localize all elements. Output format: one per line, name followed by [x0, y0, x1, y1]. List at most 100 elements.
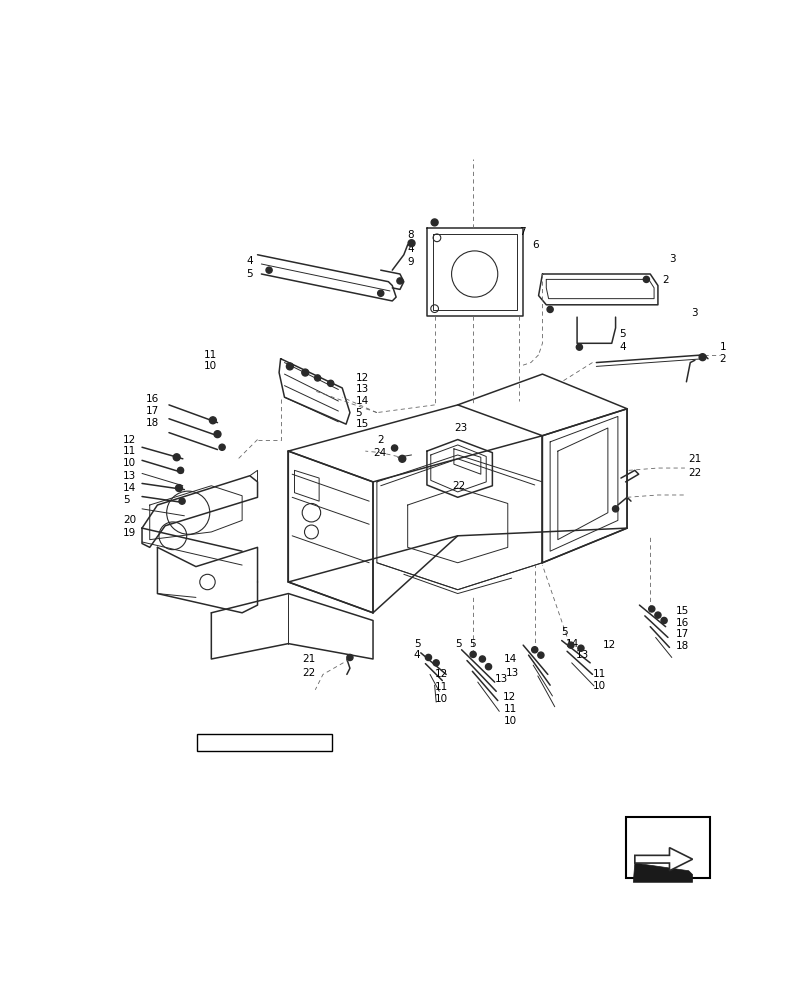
Text: 4: 4 — [619, 342, 625, 352]
Text: 15: 15 — [355, 419, 368, 429]
Circle shape — [485, 664, 491, 670]
Circle shape — [302, 369, 308, 376]
Text: 17: 17 — [675, 629, 688, 639]
Text: 20: 20 — [122, 515, 135, 525]
Text: 22: 22 — [452, 481, 465, 491]
Bar — [197, 734, 332, 751]
Circle shape — [654, 612, 660, 618]
Text: 4: 4 — [414, 650, 420, 660]
Text: 8: 8 — [407, 231, 414, 240]
Text: 12: 12 — [602, 640, 615, 650]
Text: 12: 12 — [434, 669, 448, 679]
Text: 18: 18 — [146, 418, 159, 428]
Circle shape — [214, 431, 221, 438]
Text: 13: 13 — [494, 674, 508, 684]
Circle shape — [698, 354, 706, 361]
Circle shape — [178, 467, 183, 473]
Text: 17: 17 — [146, 406, 159, 416]
Text: 18: 18 — [675, 641, 688, 651]
Text: 11: 11 — [434, 682, 448, 692]
Text: 11: 11 — [204, 350, 217, 360]
Circle shape — [577, 645, 583, 651]
Circle shape — [408, 240, 414, 247]
Circle shape — [327, 380, 333, 386]
Text: 3: 3 — [668, 254, 676, 264]
Text: 22: 22 — [688, 468, 702, 478]
Text: 19: 19 — [122, 528, 136, 538]
Circle shape — [576, 344, 581, 350]
Text: 13: 13 — [355, 384, 368, 394]
Text: 10: 10 — [204, 361, 217, 371]
Circle shape — [537, 652, 543, 658]
Text: 22: 22 — [302, 668, 315, 678]
Text: 5: 5 — [355, 408, 362, 418]
Circle shape — [478, 656, 485, 662]
Text: 23: 23 — [453, 423, 466, 433]
Text: 5: 5 — [455, 639, 461, 649]
Text: 21: 21 — [688, 454, 702, 464]
Text: 10: 10 — [434, 694, 447, 704]
Circle shape — [425, 654, 431, 661]
Circle shape — [547, 306, 552, 312]
Text: 10: 10 — [504, 716, 517, 726]
Text: 11: 11 — [504, 704, 517, 714]
Bar — [624, 817, 710, 878]
Circle shape — [219, 444, 225, 450]
Text: 5: 5 — [469, 639, 475, 649]
Circle shape — [397, 278, 402, 284]
Text: 11: 11 — [592, 669, 605, 679]
Text: 2: 2 — [376, 435, 383, 445]
Circle shape — [642, 276, 649, 282]
Text: 12: 12 — [502, 692, 515, 702]
Text: 5: 5 — [619, 329, 625, 339]
Circle shape — [391, 445, 397, 451]
Text: 5: 5 — [414, 639, 420, 649]
Circle shape — [346, 654, 353, 661]
Text: 10: 10 — [592, 681, 605, 691]
Text: 14: 14 — [504, 654, 517, 664]
Text: 6: 6 — [532, 240, 539, 250]
Polygon shape — [634, 848, 692, 871]
Circle shape — [377, 290, 384, 296]
Circle shape — [531, 647, 537, 653]
Text: 39.101.AC (01): 39.101.AC (01) — [223, 737, 307, 747]
Text: 5: 5 — [561, 627, 568, 637]
Circle shape — [432, 660, 439, 666]
Circle shape — [209, 417, 216, 424]
Text: 4: 4 — [407, 244, 414, 254]
Text: 16: 16 — [146, 394, 159, 404]
Circle shape — [611, 506, 618, 512]
Text: 15: 15 — [675, 606, 688, 616]
Polygon shape — [633, 863, 692, 882]
Text: 14: 14 — [355, 396, 368, 406]
Circle shape — [314, 375, 320, 381]
Text: 21: 21 — [302, 654, 315, 664]
Circle shape — [178, 498, 185, 504]
Circle shape — [567, 642, 573, 648]
Text: 7: 7 — [519, 227, 526, 237]
Circle shape — [286, 363, 293, 370]
Circle shape — [660, 617, 667, 624]
Text: 5: 5 — [122, 495, 129, 505]
Text: 2: 2 — [719, 354, 725, 364]
Text: 11: 11 — [122, 446, 136, 456]
Text: 12: 12 — [355, 373, 368, 383]
Circle shape — [398, 455, 406, 462]
Circle shape — [175, 485, 182, 492]
Text: 13: 13 — [576, 650, 589, 660]
Circle shape — [266, 267, 272, 273]
Text: 14: 14 — [564, 639, 578, 649]
Text: 5: 5 — [246, 269, 252, 279]
Text: 13: 13 — [504, 668, 518, 678]
Text: 16: 16 — [675, 618, 688, 628]
Text: 4: 4 — [246, 256, 252, 266]
Text: 12: 12 — [122, 435, 136, 445]
Circle shape — [173, 454, 180, 461]
Text: 10: 10 — [122, 458, 135, 468]
Text: 9: 9 — [407, 257, 414, 267]
Text: 14: 14 — [122, 483, 136, 493]
Circle shape — [648, 606, 654, 612]
Circle shape — [470, 651, 475, 657]
Text: 2: 2 — [661, 275, 667, 285]
Text: 3: 3 — [690, 308, 697, 318]
